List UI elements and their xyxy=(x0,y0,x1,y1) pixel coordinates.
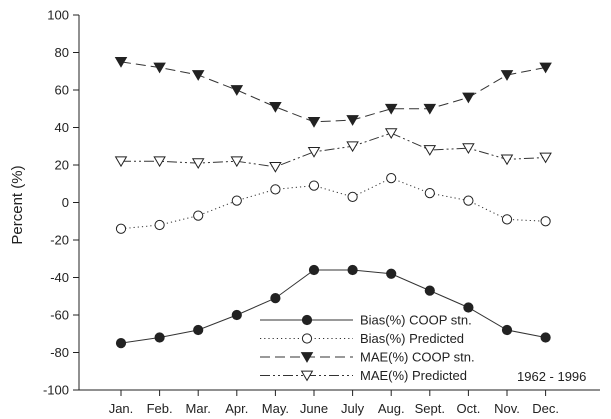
y-axis-label: Percent (%) xyxy=(9,165,26,244)
data-point xyxy=(193,324,204,336)
series-bias-coop-stn xyxy=(115,264,551,349)
series-line xyxy=(120,177,546,230)
legend-entry: Bias(%) Predicted xyxy=(260,331,464,346)
y-tick-label: 0 xyxy=(62,195,69,210)
x-tick-label: Feb. xyxy=(147,401,173,416)
data-point xyxy=(230,85,244,96)
legend-label: Bias(%) COOP stn. xyxy=(360,313,472,328)
data-point xyxy=(386,173,397,184)
data-point xyxy=(424,285,435,296)
series-group xyxy=(114,57,552,349)
legend-label: MAE(%) COOP stn. xyxy=(360,350,475,365)
data-point xyxy=(154,219,165,231)
y-tick-label: 100 xyxy=(47,8,69,23)
x-tick-label: Dec. xyxy=(532,401,559,416)
data-point xyxy=(384,128,398,139)
data-point xyxy=(231,195,242,206)
data-point xyxy=(346,115,359,126)
y-tick-label: 80 xyxy=(55,45,69,60)
data-point xyxy=(463,302,474,313)
x-tick-label: Nov. xyxy=(494,401,520,416)
data-point xyxy=(424,188,435,199)
data-point xyxy=(463,195,474,206)
data-point xyxy=(462,143,475,154)
y-tick-label: -80 xyxy=(50,345,69,360)
data-point xyxy=(191,70,205,81)
data-point xyxy=(153,156,166,168)
data-point xyxy=(153,62,166,74)
legend-entry: MAE(%) Predicted xyxy=(260,368,467,383)
data-point xyxy=(347,264,358,276)
data-point xyxy=(423,145,437,156)
data-point xyxy=(269,162,282,173)
data-point xyxy=(500,154,514,166)
y-tick-label: -100 xyxy=(43,383,69,398)
y-tick-label: -40 xyxy=(50,270,69,285)
series-bias-predicted xyxy=(115,173,551,234)
data-point xyxy=(462,92,475,104)
x-axis-ticks: Jan. Feb. Mar. Apr. May. June July Aug. Sept. Oct… xyxy=(109,390,559,416)
data-point xyxy=(231,309,242,321)
data-point xyxy=(307,117,321,128)
data-point xyxy=(114,156,128,168)
data-point xyxy=(347,191,358,202)
data-point xyxy=(230,156,244,168)
data-point xyxy=(191,158,205,169)
data-point xyxy=(115,338,127,349)
data-point xyxy=(115,223,127,234)
legend: Bias(%) COOP stn. Bias(%) Predicted MAE(%)… xyxy=(260,313,475,383)
data-point xyxy=(501,324,513,336)
x-tick-label: May. xyxy=(262,401,289,416)
x-tick-label: Jan. xyxy=(109,401,134,416)
data-point xyxy=(386,268,397,279)
data-point xyxy=(193,210,204,221)
series-line xyxy=(121,132,546,168)
data-point xyxy=(308,264,320,276)
series-line xyxy=(120,269,546,344)
x-tick-label: Oct. xyxy=(456,401,480,416)
legend-label: Bias(%) Predicted xyxy=(360,331,464,346)
data-point xyxy=(384,103,398,115)
period-annotation: 1962 - 1996 xyxy=(517,369,586,384)
legend-marker xyxy=(301,314,313,326)
series-mae-predicted xyxy=(114,128,552,173)
data-point xyxy=(154,332,165,343)
y-tick-label: 20 xyxy=(55,158,69,173)
data-point xyxy=(307,147,321,158)
data-point xyxy=(540,332,551,343)
series-mae-coop-stn xyxy=(114,57,552,128)
x-tick-label: June xyxy=(300,401,328,416)
y-tick-label: -20 xyxy=(50,233,69,248)
y-axis-ticks: -100 -80 -60 -40 -20 0 20 40 60 80 100 xyxy=(43,8,79,398)
data-point xyxy=(423,103,437,115)
legend-entry: Bias(%) COOP stn. xyxy=(260,313,472,328)
legend-marker xyxy=(301,333,313,344)
y-tick-label: -60 xyxy=(50,308,69,323)
y-tick-label: 40 xyxy=(55,120,69,135)
legend-marker xyxy=(300,352,314,363)
x-tick-label: Apr. xyxy=(225,401,248,416)
series-line xyxy=(120,61,546,123)
legend-marker xyxy=(300,370,314,382)
data-point xyxy=(500,70,514,81)
data-point xyxy=(501,214,513,225)
data-point xyxy=(540,216,551,227)
data-point xyxy=(270,184,281,195)
data-point xyxy=(346,141,359,153)
data-point xyxy=(308,180,320,191)
y-tick-label: 60 xyxy=(55,83,69,98)
x-tick-label: Mar. xyxy=(186,401,211,416)
data-point xyxy=(539,152,552,164)
legend-label: MAE(%) Predicted xyxy=(360,368,467,383)
x-tick-label: July xyxy=(341,401,365,416)
x-tick-label: Sept. xyxy=(415,401,445,416)
data-point xyxy=(269,102,282,113)
data-point xyxy=(539,62,552,74)
x-tick-label: Aug. xyxy=(378,401,405,416)
legend-entry: MAE(%) COOP stn. xyxy=(260,350,475,365)
data-point xyxy=(114,57,128,68)
data-point xyxy=(270,293,281,304)
